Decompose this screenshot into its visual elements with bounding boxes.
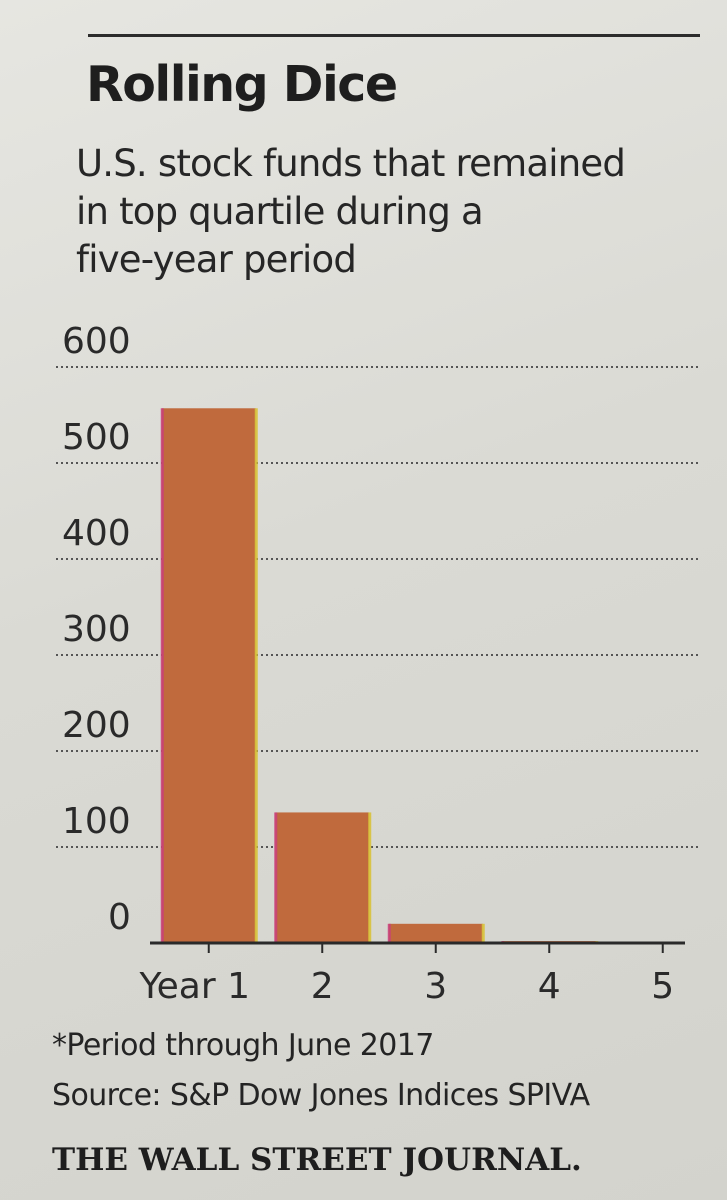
bar-3: [387, 923, 485, 943]
top-rule: [88, 34, 700, 37]
bar-1: [160, 408, 258, 943]
x-tick-label: 2: [311, 966, 334, 1007]
y-tick-label: 400: [62, 513, 131, 554]
bar-2: [274, 812, 372, 943]
x-tick-label: 3: [424, 966, 447, 1007]
y-tick-label: 200: [62, 705, 131, 746]
x-tick-label: 5: [651, 966, 674, 1007]
footnote: *Period through June 2017: [52, 1028, 434, 1063]
bar-chart: 0 100 200 300 400 500 600 Year 1 2 3 4 5: [56, 321, 700, 1007]
source-note: Source: S&P Dow Jones Indices SPIVA: [52, 1078, 590, 1113]
chart-title: Rolling Dice: [86, 56, 398, 113]
x-tick-label: 4: [538, 966, 561, 1007]
y-tick-label: 0: [108, 897, 131, 938]
publisher-credit: THE WALL STREET JOURNAL.: [52, 1142, 582, 1178]
y-tick-label: 300: [62, 609, 131, 650]
chart-subtitle: U.S. stock funds that remained in top qu…: [76, 142, 626, 281]
x-tick-label: Year 1: [138, 966, 250, 1007]
y-tick-label: 100: [62, 801, 131, 842]
y-tick-label: 500: [62, 417, 131, 458]
y-tick-label: 600: [62, 321, 131, 362]
